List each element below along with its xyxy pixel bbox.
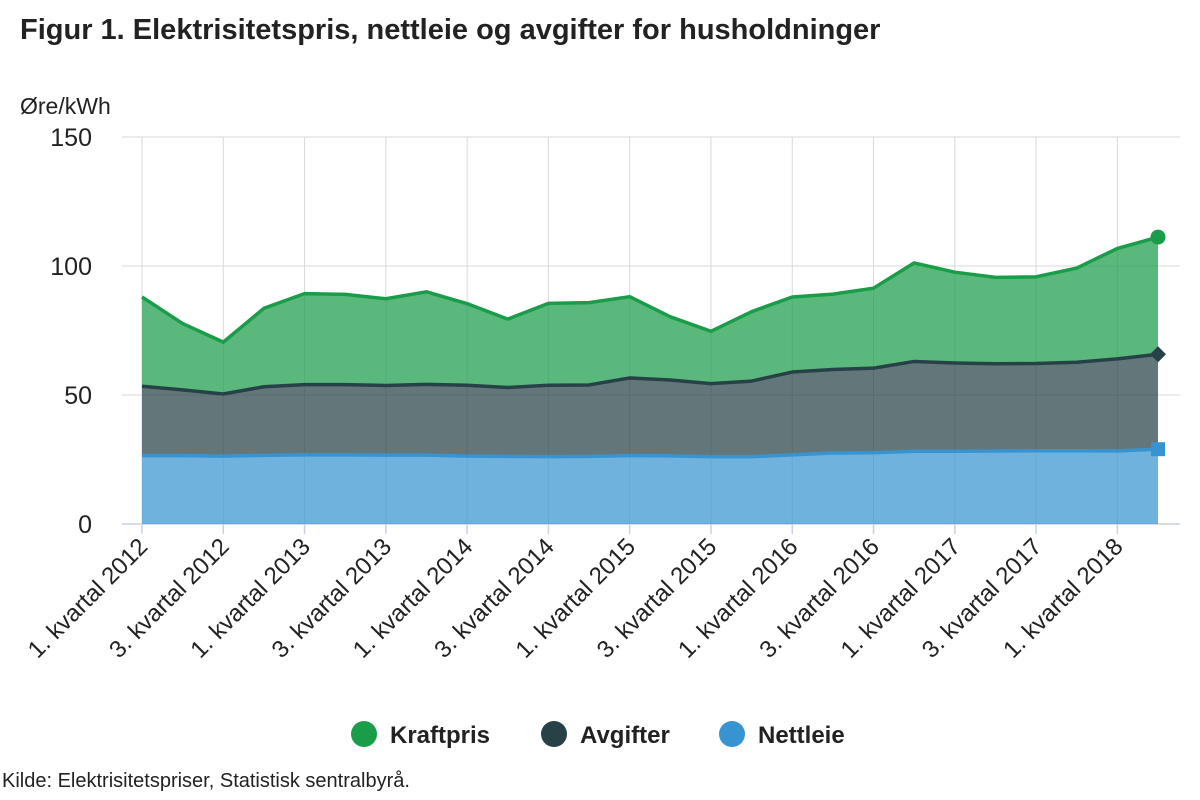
series-lines — [141, 235, 1159, 459]
chart-title: Figur 1. Elektrisitetspris, nettleie og … — [20, 14, 881, 46]
series-end-markers — [1150, 229, 1166, 457]
marker-kraftpris — [1150, 229, 1166, 245]
line-kraftpris — [141, 235, 1159, 344]
y-tick-label: 150 — [50, 124, 92, 152]
legend-swatch-nettleie — [719, 721, 745, 747]
line-avgifter — [141, 352, 1159, 396]
source-note: Kilde: Elektrisitetspriser, Statistisk s… — [2, 770, 410, 792]
legend-label-avgifter: Avgifter — [580, 722, 670, 749]
legend: Kraftpris Avgifter Nettleie — [351, 721, 845, 749]
y-tick-label: 100 — [50, 253, 92, 281]
area-kraftpris — [142, 237, 1158, 394]
y-tick-label: 0 — [78, 511, 92, 539]
stacked-areas — [142, 237, 1158, 524]
area-avgifter — [142, 354, 1158, 457]
marker-nettleie — [1151, 442, 1165, 457]
y-tick-label: 50 — [64, 382, 92, 410]
y-axis-label: Øre/kWh — [20, 93, 111, 119]
legend-label-nettleie: Nettleie — [758, 722, 845, 749]
legend-label-kraftpris: Kraftpris — [390, 722, 490, 749]
legend-swatch-kraftpris — [351, 721, 377, 747]
area-nettleie — [142, 449, 1158, 524]
legend-swatch-avgifter — [541, 721, 567, 747]
y-axis-ticks: 0 50 100 150 — [50, 124, 92, 539]
line-nettleie — [142, 447, 1159, 459]
marker-avgifter — [1150, 346, 1166, 363]
